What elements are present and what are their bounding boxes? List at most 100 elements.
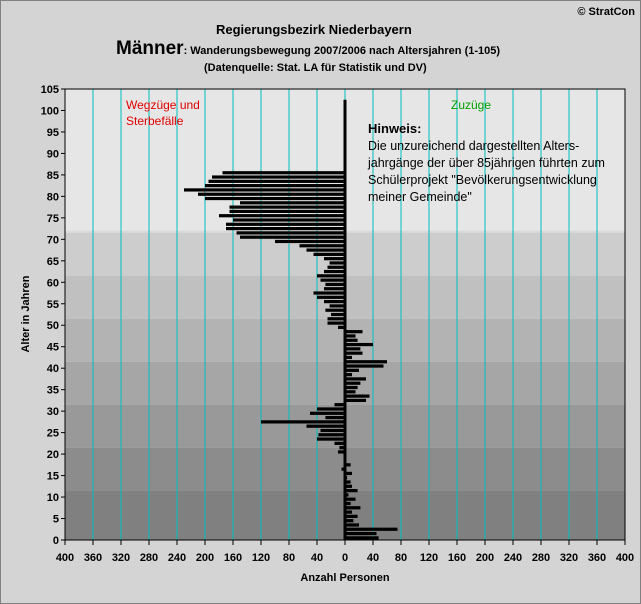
age-bar [329, 261, 345, 265]
age-bar [341, 467, 345, 471]
age-bar [345, 390, 356, 394]
note-line: Die unzureichend dargestellten Alters- [368, 139, 579, 153]
age-bar [345, 510, 352, 514]
age-bar [219, 214, 345, 218]
x-tick-label: 240 [504, 552, 522, 564]
age-bar [325, 415, 345, 420]
x-tick-label: 200 [476, 552, 494, 564]
age-bar [345, 527, 398, 531]
age-bar [198, 192, 345, 196]
age-bar [345, 355, 352, 360]
x-tick-label: 160 [224, 552, 242, 564]
x-tick-label: 320 [112, 552, 130, 564]
age-bar [212, 175, 345, 179]
y-tick-label: 55 [47, 299, 59, 311]
y-tick-label: 15 [47, 471, 59, 483]
x-tick-label: 400 [616, 552, 634, 564]
age-bar [317, 437, 345, 441]
x-tick-label: 360 [84, 552, 102, 564]
age-bar [345, 480, 351, 484]
x-tick-label: 400 [56, 552, 74, 564]
gender-label: Männer [116, 38, 184, 59]
y-tick-label: 65 [47, 256, 59, 268]
x-tick-label: 40 [311, 552, 323, 564]
age-bar [310, 411, 345, 415]
age-bar [345, 488, 358, 493]
age-bar [338, 325, 345, 329]
age-bar [345, 342, 373, 347]
outflow-label: Sterbefälle [126, 114, 184, 128]
age-bar [345, 364, 384, 368]
age-bar [240, 201, 345, 205]
age-bar [345, 330, 363, 334]
age-bar [331, 312, 345, 317]
age-bar [317, 274, 345, 278]
age-bar [226, 222, 345, 226]
age-bar [329, 304, 345, 308]
y-tick-label: 5 [53, 514, 59, 526]
age-bar [184, 188, 345, 192]
age-bar [345, 519, 354, 523]
age-bar [334, 441, 345, 445]
age-bar [345, 398, 366, 403]
age-bar [324, 269, 345, 274]
age-bar [345, 360, 387, 364]
x-tick-label: 200 [196, 552, 214, 564]
x-tick-label: 320 [560, 552, 578, 564]
age-bar [229, 209, 345, 214]
age-bar [205, 184, 345, 188]
age-bar [275, 239, 345, 244]
age-bar [299, 244, 345, 248]
age-bar [327, 265, 345, 269]
age-bar [324, 287, 345, 291]
note-line: Schülerprojekt "Bevölkerungsentwicklung [368, 173, 597, 187]
age-bar [317, 295, 345, 299]
age-bar [345, 506, 361, 510]
y-tick-label: 95 [47, 127, 59, 139]
y-tick-label: 0 [53, 535, 59, 547]
age-bar [345, 347, 361, 351]
age-bar [324, 257, 345, 261]
age-bar [229, 205, 345, 209]
x-tick-label: 80 [283, 552, 295, 564]
y-tick-label: 10 [47, 492, 59, 504]
age-bar [233, 218, 345, 222]
x-tick-label: 80 [395, 552, 407, 564]
copyright-label: © StratCon [577, 6, 635, 18]
y-tick-label: 25 [47, 428, 59, 440]
x-tick-label: 120 [252, 552, 270, 564]
age-bar [338, 450, 345, 454]
y-tick-label: 35 [47, 385, 59, 397]
age-bar [345, 334, 356, 338]
x-tick-label: 280 [140, 552, 158, 564]
x-tick-label: 160 [448, 552, 466, 564]
age-bar [306, 248, 345, 252]
age-bar [345, 484, 352, 488]
note-line: jahrgänge der über 85jährigen führten zu… [367, 156, 605, 170]
y-tick-label: 100 [41, 105, 59, 117]
age-bar [345, 493, 349, 497]
x-tick-label: 240 [168, 552, 186, 564]
age-bar [345, 394, 370, 398]
region-title: Regierungsbezirk Niederbayern [216, 22, 412, 37]
age-bar [306, 424, 345, 428]
x-tick-label: 120 [420, 552, 438, 564]
y-tick-label: 70 [47, 234, 59, 246]
age-bar [345, 463, 351, 467]
y-tick-label: 80 [47, 191, 59, 203]
age-bar [345, 501, 351, 506]
age-bar [320, 278, 345, 282]
y-tick-label: 20 [47, 449, 59, 461]
age-bar [345, 373, 352, 377]
age-bar [317, 407, 345, 411]
x-tick-label: 0 [342, 552, 348, 564]
x-tick-label: 280 [532, 552, 550, 564]
age-bar [325, 308, 345, 312]
note-line: meiner Gemeinde" [368, 190, 472, 204]
y-tick-label: 40 [47, 363, 59, 375]
inflow-label: Zuzüge [451, 98, 491, 112]
y-axis-label: Alter in Jahren [20, 275, 32, 352]
x-axis-label: Anzahl Personen [300, 572, 390, 584]
age-bar [205, 196, 345, 201]
